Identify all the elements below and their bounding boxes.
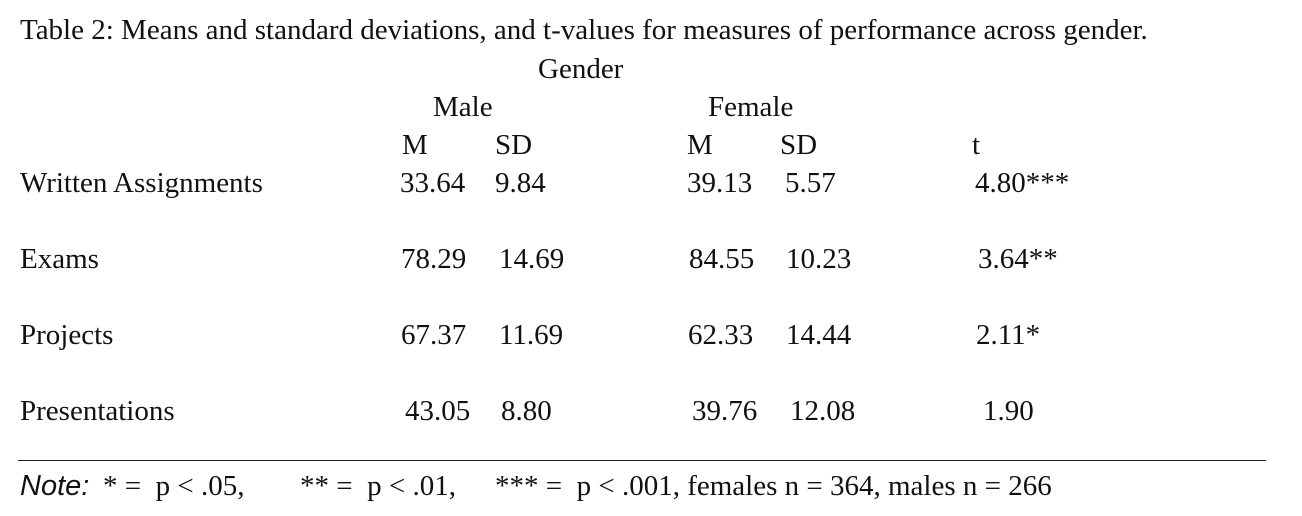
row-female-sd: 12.08 bbox=[790, 395, 856, 427]
row-female-sd: 14.44 bbox=[786, 319, 852, 351]
female-m-header: M bbox=[687, 129, 713, 161]
row-t-value: 1.90 bbox=[983, 395, 1034, 427]
row-female-m: 39.13 bbox=[687, 167, 753, 199]
female-sd-header: SD bbox=[780, 129, 818, 161]
note-p001-and-sample-sizes: *** = p < .001, females n = 364, males n… bbox=[495, 470, 1052, 502]
row-measure: Presentations bbox=[20, 395, 175, 427]
male-header: Male bbox=[433, 91, 493, 123]
row-male-m: 78.29 bbox=[401, 243, 467, 275]
row-male-m: 43.05 bbox=[405, 395, 471, 427]
note-label: Note: bbox=[20, 470, 90, 502]
male-sd-header: SD bbox=[495, 129, 533, 161]
row-measure: Projects bbox=[20, 319, 114, 351]
table-caption: Table 2: Means and standard deviations, … bbox=[20, 14, 1148, 46]
row-female-sd: 5.57 bbox=[785, 167, 836, 199]
note-p01: ** = p < .01, bbox=[300, 470, 456, 502]
row-female-m: 62.33 bbox=[688, 319, 754, 351]
table-bottom-rule bbox=[18, 460, 1266, 461]
male-m-header: M bbox=[402, 129, 428, 161]
row-female-m: 39.76 bbox=[692, 395, 758, 427]
row-female-m: 84.55 bbox=[689, 243, 755, 275]
gender-header: Gender bbox=[538, 53, 624, 85]
row-male-m: 67.37 bbox=[401, 319, 467, 351]
row-measure: Exams bbox=[20, 243, 99, 275]
row-male-sd: 8.80 bbox=[501, 395, 552, 427]
row-measure: Written Assignments bbox=[20, 167, 263, 199]
female-header: Female bbox=[708, 91, 794, 123]
row-t-value: 2.11* bbox=[976, 319, 1041, 351]
row-t-value: 3.64** bbox=[978, 243, 1058, 275]
row-female-sd: 10.23 bbox=[786, 243, 852, 275]
row-male-sd: 11.69 bbox=[499, 319, 564, 351]
row-male-sd: 9.84 bbox=[495, 167, 546, 199]
t-header: t bbox=[972, 129, 981, 161]
row-t-value: 4.80*** bbox=[975, 167, 1070, 199]
note-p05: * = p < .05, bbox=[103, 470, 245, 502]
row-male-m: 33.64 bbox=[400, 167, 466, 199]
row-male-sd: 14.69 bbox=[499, 243, 565, 275]
